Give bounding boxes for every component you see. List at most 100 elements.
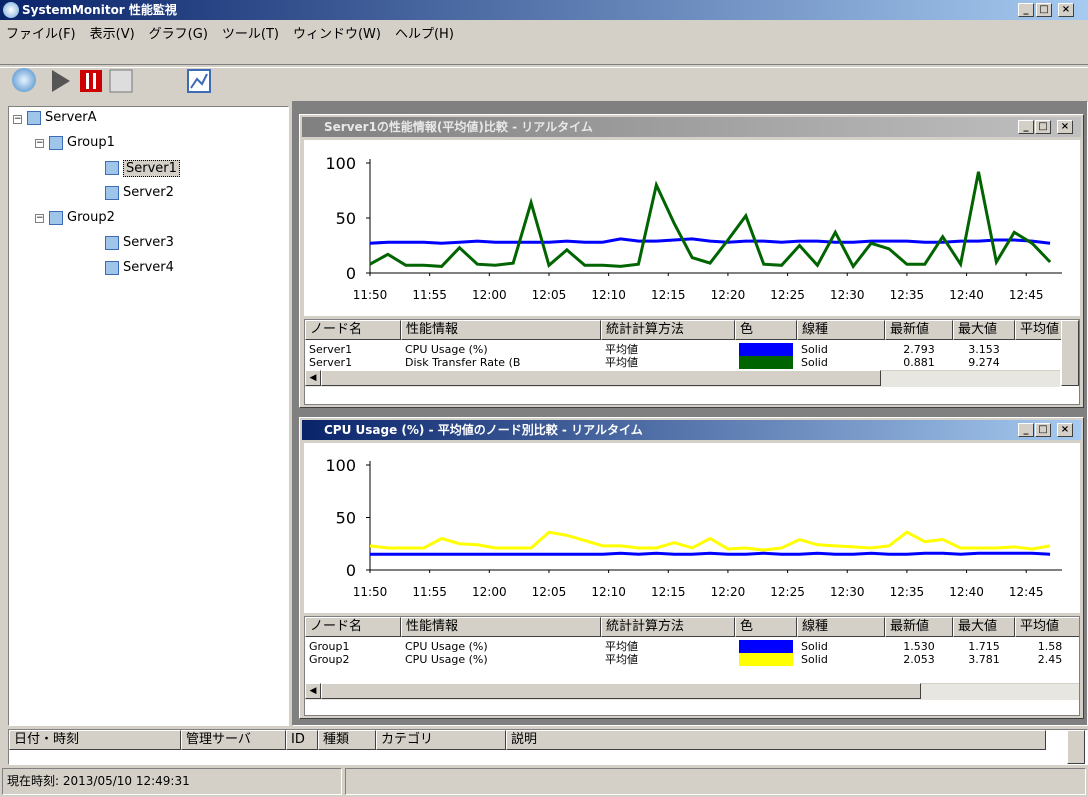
tree-node[interactable]: Server1 — [123, 160, 180, 177]
column-header[interactable]: 線種 — [797, 617, 885, 637]
table-cell: 平均値 — [605, 343, 638, 356]
scroll-thumb[interactable] — [321, 370, 881, 386]
maximize-button[interactable]: □ — [1035, 120, 1051, 134]
menu-item[interactable]: 表示(V) — [89, 27, 135, 42]
table-cell: 平均値 — [605, 356, 638, 369]
child-title: CPU Usage (%) - 平均値のノード別比較 - リアルタイム — [324, 423, 643, 437]
column-header[interactable]: ID — [286, 730, 318, 750]
menu-item[interactable]: ヘルプ(H) — [394, 27, 454, 42]
table-cell: 2.45 — [1037, 653, 1063, 666]
minimize-button[interactable]: _ — [1018, 423, 1034, 437]
scroll-thumb[interactable] — [321, 683, 921, 699]
tree-icon — [105, 186, 119, 200]
menu-item[interactable]: ウィンドウ(W) — [292, 27, 381, 42]
column-header[interactable]: 日付・時刻 — [9, 730, 181, 750]
maximize-button[interactable]: □ — [1035, 423, 1051, 437]
column-header[interactable]: 説明 — [506, 730, 1046, 750]
expander[interactable]: − — [35, 213, 44, 223]
column-header[interactable]: 色 — [735, 617, 797, 637]
x-tick-label: 12:00 — [472, 288, 507, 302]
table: ノード名 Group1 Group2 性能情報 CPU Usage (%) CPU Usa… — [304, 616, 1080, 716]
data-line — [369, 530, 1051, 552]
vertical-scrollbar[interactable] — [1061, 320, 1079, 386]
tree-node[interactable]: ServerA — [45, 110, 97, 125]
table-cell: Group1 — [309, 640, 350, 653]
tree-node[interactable]: Server2 — [123, 185, 174, 200]
expander[interactable]: − — [13, 114, 22, 124]
column-header[interactable]: 最新値 — [885, 617, 953, 637]
column-header[interactable]: 平均値 — [1015, 617, 1079, 637]
column-header[interactable]: 性能情報 — [401, 617, 601, 637]
column-header[interactable]: ノード名 — [305, 320, 401, 340]
column-header[interactable]: 最新値 — [885, 320, 953, 340]
title-bar: SystemMonitor 性能監視 — [0, 0, 1088, 20]
tree-node[interactable]: Server4 — [123, 260, 174, 275]
close-button[interactable]: × — [1057, 423, 1073, 437]
tree-node[interactable]: Server3 — [123, 235, 174, 250]
menu-bar: ファイル(F) 表示(V) グラフ(G) ツール(T) ウィンドウ(W) ヘルプ(H) — [0, 21, 1088, 42]
column-header[interactable]: 種類 — [318, 730, 376, 750]
x-tick-label: 12:00 — [472, 585, 507, 599]
log-list: 日付・時刻 管理サーバ ID 種類 カテゴリ 説明 — [8, 729, 1088, 765]
column-header[interactable]: 性能情報 — [401, 320, 601, 340]
child-title-bar: Server1の性能情報(平均値)比較 - リアルタイム — [302, 117, 1081, 137]
column-header[interactable]: 統計計算方法 — [601, 617, 735, 637]
menu-item[interactable]: グラフ(G) — [148, 27, 208, 42]
table-cell: 平均値 — [605, 640, 638, 653]
y-tick-label: 0 — [346, 264, 356, 283]
close-button[interactable]: × — [1057, 120, 1073, 134]
status-field — [345, 768, 1086, 795]
vertical-scrollbar[interactable] — [1067, 730, 1085, 764]
x-tick-label: 12:40 — [949, 288, 984, 302]
x-tick-label: 12:20 — [711, 585, 746, 599]
tree-icon — [49, 136, 63, 150]
data-line — [369, 171, 1052, 270]
menu-item[interactable]: ツール(T) — [221, 27, 279, 42]
column-header[interactable]: 最大値 — [953, 320, 1015, 340]
table-cell: CPU Usage (%) — [405, 640, 488, 653]
settings-button[interactable] — [109, 69, 133, 93]
table-cell: Disk Transfer Rate (B — [405, 356, 521, 369]
column-header[interactable]: 線種 — [797, 320, 885, 340]
x-tick-label: 12:30 — [830, 585, 865, 599]
toolbar-separator — [0, 64, 1088, 68]
child-title: Server1の性能情報(平均値)比較 - リアルタイム — [324, 120, 593, 134]
tree-node[interactable]: Group2 — [67, 210, 115, 225]
table-cell: 2.793 — [903, 343, 935, 356]
stop-button[interactable] — [80, 70, 102, 92]
x-tick-label: 12:25 — [770, 288, 805, 302]
chart-area — [304, 140, 1080, 316]
column-header[interactable]: カテゴリ — [376, 730, 506, 750]
x-tick-label: 12:45 — [1009, 585, 1044, 599]
color-swatch — [739, 343, 793, 356]
scroll-left[interactable]: ◀ — [305, 370, 321, 386]
table-cell: Solid — [801, 343, 828, 356]
maximize-button[interactable]: □ — [1036, 3, 1052, 17]
close-button[interactable]: × — [1058, 3, 1074, 17]
table-cell: Solid — [801, 653, 828, 666]
minimize-button[interactable]: _ — [1018, 120, 1034, 134]
column-header[interactable]: ノード名 — [305, 617, 401, 637]
table-cell: Solid — [801, 640, 828, 653]
x-tick-label: 12:30 — [830, 288, 865, 302]
column-header[interactable]: 最大値 — [953, 617, 1015, 637]
x-tick-label: 12:35 — [890, 585, 925, 599]
y-tick-label: 50 — [336, 209, 356, 228]
table-cell: 平均値 — [605, 653, 638, 666]
column-header[interactable]: 統計計算方法 — [601, 320, 735, 340]
x-tick-label: 12:05 — [532, 288, 567, 302]
minimize-button[interactable]: _ — [1018, 3, 1034, 17]
expander[interactable]: − — [35, 138, 44, 148]
column-header[interactable]: 色 — [735, 320, 797, 340]
tree-icon — [105, 261, 119, 275]
chart: 0 50 100 11:50 11:55 12:00 12:05 12:10 12:15 12:2… — [325, 154, 1062, 302]
start-button[interactable] — [52, 70, 70, 92]
tree-node[interactable]: Group1 — [67, 135, 115, 150]
tree-icon — [49, 211, 63, 225]
table-cell: 0.881 — [903, 356, 935, 369]
menu-item[interactable]: ファイル(F) — [6, 27, 76, 42]
column-header[interactable]: 管理サーバ — [181, 730, 286, 750]
connect-button[interactable] — [12, 68, 36, 92]
scroll-left[interactable]: ◀ — [305, 683, 321, 699]
